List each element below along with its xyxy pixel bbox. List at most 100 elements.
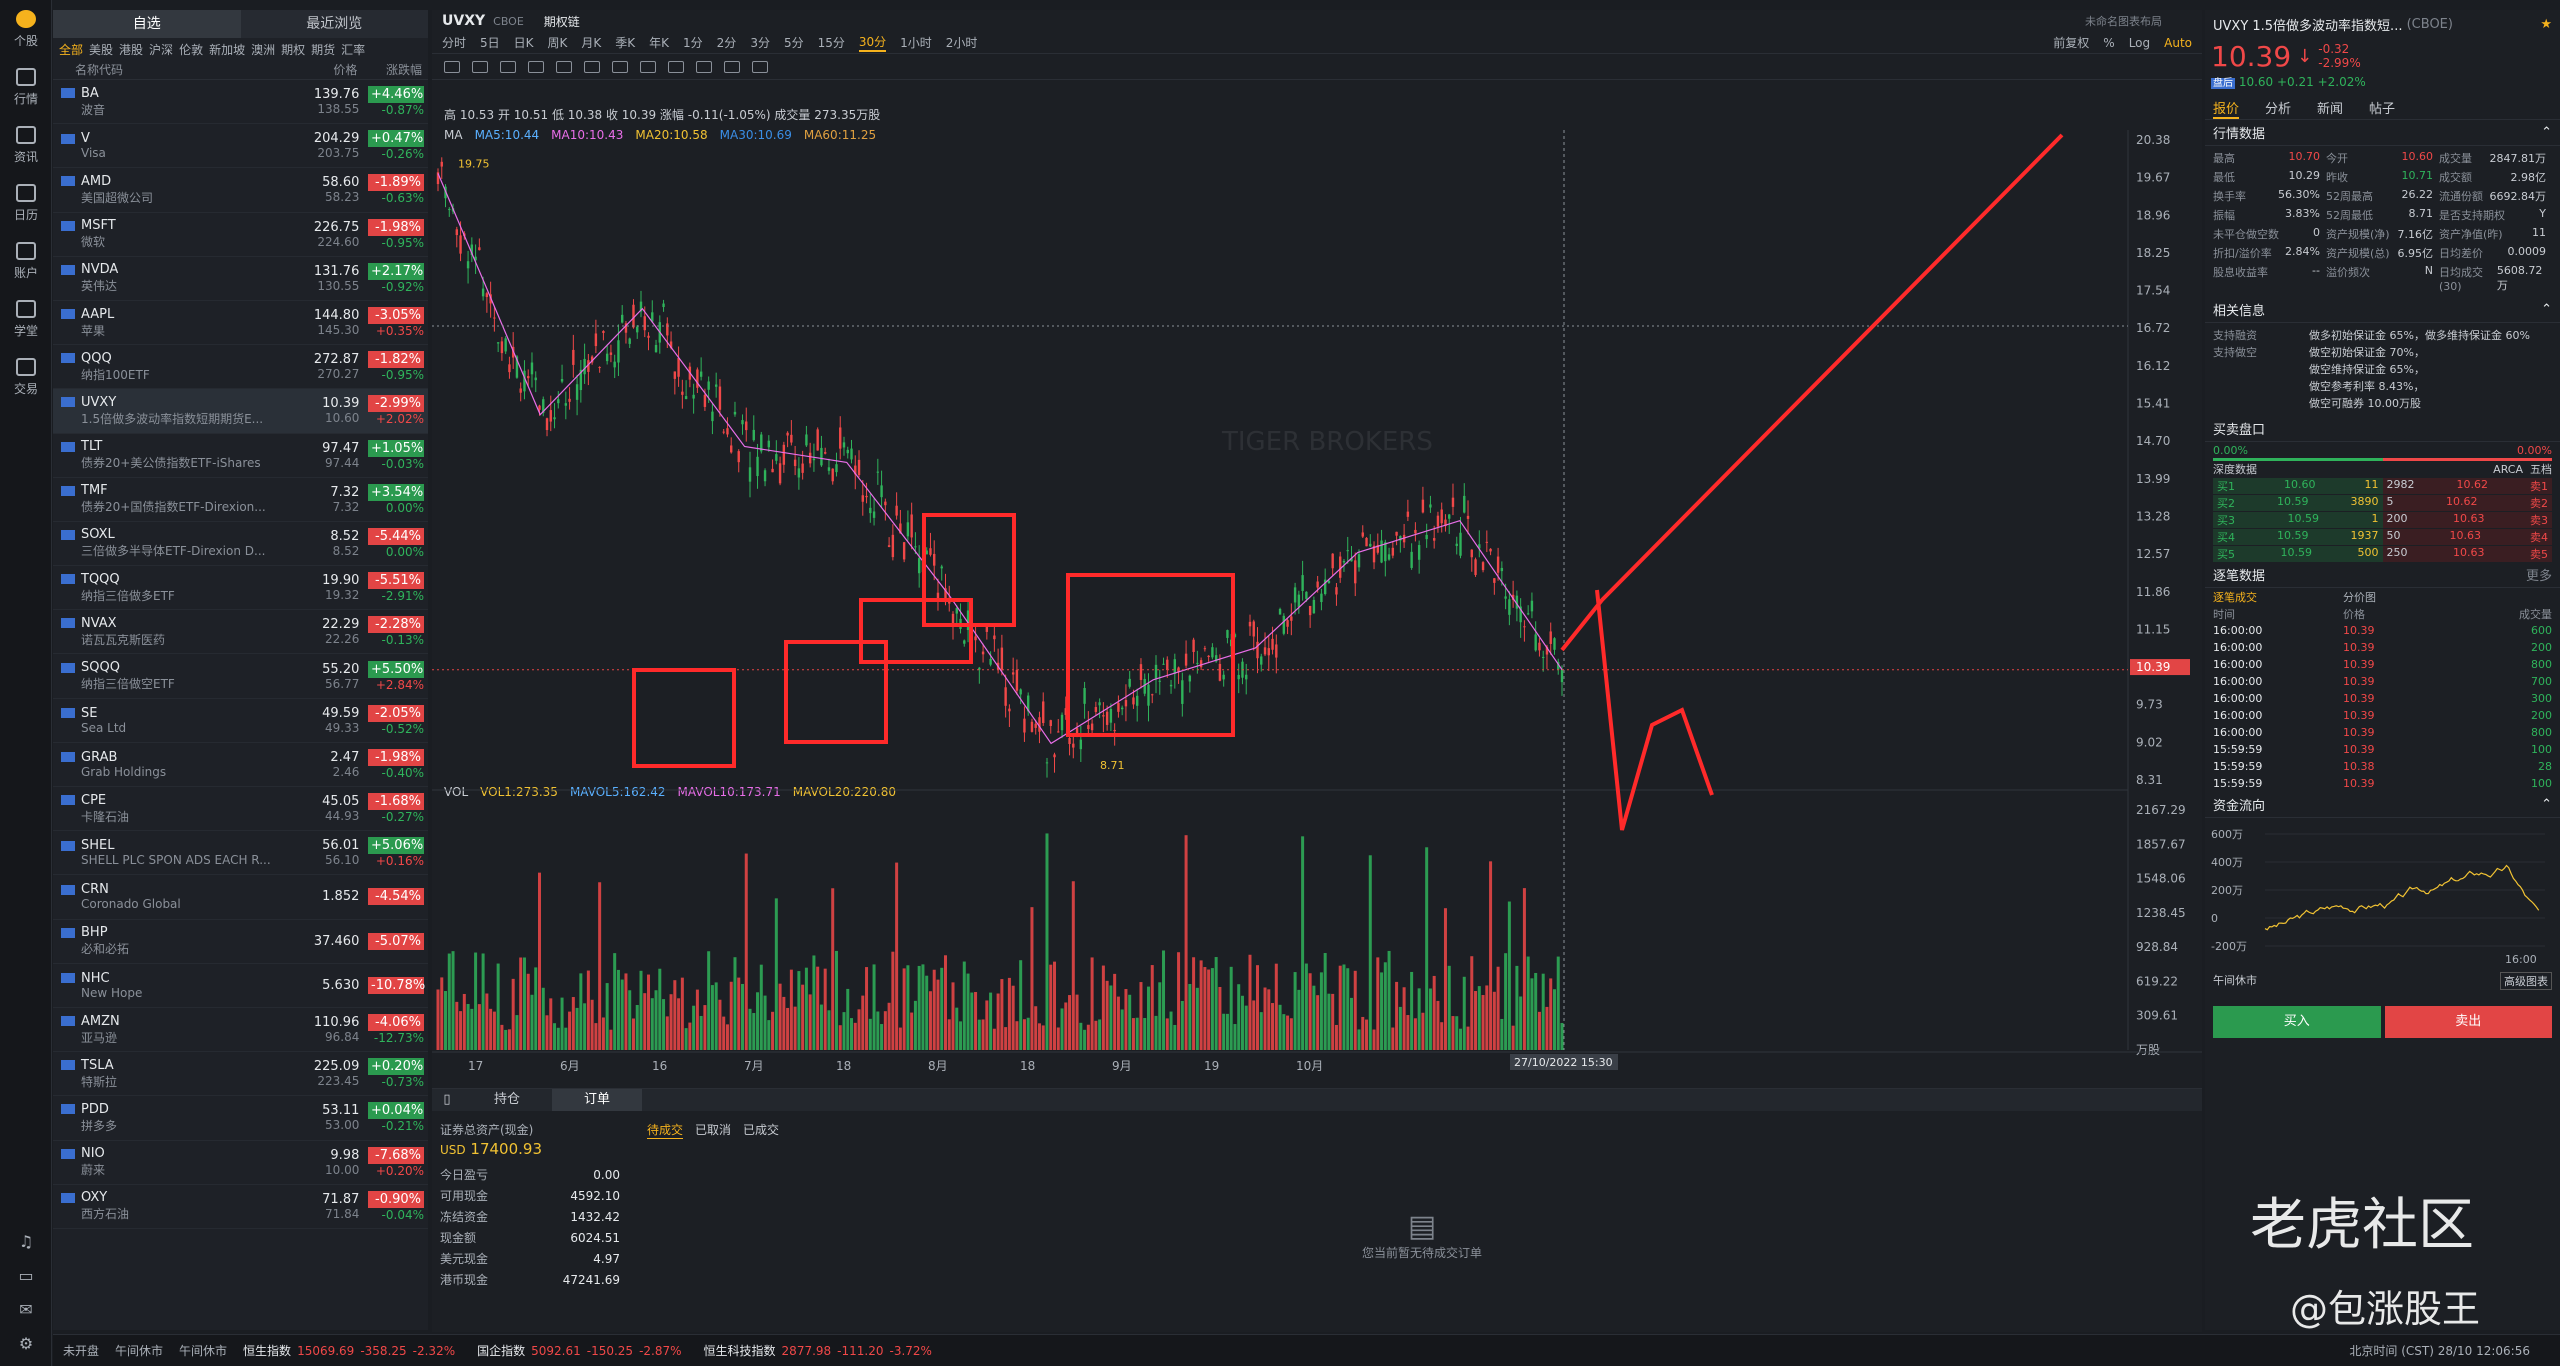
brush-tool-icon[interactable] xyxy=(640,60,656,73)
timeframe-7[interactable]: 1分 xyxy=(683,36,703,50)
nav-item-market[interactable]: 行情 xyxy=(0,58,52,116)
cursor-tool-icon[interactable] xyxy=(556,60,572,73)
watchlist-row[interactable]: SE Sea Ltd 49.59 49.33 -2.05% -0.52% xyxy=(53,699,428,743)
index-ticker[interactable]: 恒生指数 15069.69 -358.25 -2.32% xyxy=(243,1344,456,1358)
timeframe-8[interactable]: 2分 xyxy=(716,36,737,50)
watchlist-row[interactable]: MSFT 微软 226.75 224.60 -1.98% -0.95% xyxy=(53,213,428,257)
nav-item-account[interactable]: 账户 xyxy=(0,232,52,290)
filter-1[interactable]: 美股 xyxy=(89,42,114,57)
watchlist-row[interactable]: UVXY 1.5倍做多波动率指数短期期货E... 10.39 10.60 -2.99… xyxy=(53,389,428,434)
venue-select[interactable]: ARCA xyxy=(2493,463,2523,476)
message-icon[interactable]: ✉ xyxy=(19,1299,33,1319)
buy-button[interactable]: 买入 xyxy=(2213,1006,2381,1038)
watchlist-row[interactable]: BA 波音 139.76 138.55 +4.46% -0.87% xyxy=(53,80,428,125)
filter-2[interactable]: 港股 xyxy=(119,42,144,57)
collapse-icon[interactable]: ⌃ xyxy=(2541,302,2552,317)
panel-toggle[interactable]: ▯ xyxy=(443,1092,451,1107)
timeframe-14[interactable]: 2小时 xyxy=(945,36,978,50)
watchlist-row[interactable]: OXY 西方石油 71.87 71.84 -0.90% -0.04% xyxy=(53,1185,428,1229)
col-change[interactable]: 涨跌幅 xyxy=(385,63,422,77)
watchlist-row[interactable]: SOXL 三倍做多半导体ETF-Direxion D... 8.52 8.52 -5… xyxy=(53,522,428,567)
line-tool-icon[interactable] xyxy=(444,60,460,73)
watchlist-row[interactable]: SHEL SHELL PLC SPON ADS EACH R... 56.01 56… xyxy=(53,831,428,876)
watchlist-row[interactable]: AMZN 亚马逊 110.96 96.84 -4.06% -12.73% xyxy=(53,1008,428,1053)
filter-0[interactable]: 全部 xyxy=(59,42,84,57)
tab-pending[interactable]: 待成交 xyxy=(647,1123,684,1139)
rect-tool-icon[interactable] xyxy=(472,60,488,73)
watchlist-row[interactable]: PDD 拼多多 53.11 53.00 +0.04% -0.21% xyxy=(53,1096,428,1141)
chat-icon[interactable]: ▭ xyxy=(18,1265,34,1285)
chart-ctrl-1[interactable]: % xyxy=(2103,35,2115,50)
collapse-icon[interactable]: ⌃ xyxy=(2541,125,2552,140)
watchlist-row[interactable]: GRAB Grab Holdings 2.47 2.46 -1.98% -0.40% xyxy=(53,743,428,787)
col-price[interactable]: 价格 xyxy=(333,63,358,77)
watchlist-row[interactable]: TQQQ 纳指三倍做多ETF 19.90 19.32 -5.51% -2.91% xyxy=(53,566,428,611)
watchlist-row[interactable]: NVDA 英伟达 131.76 130.55 +2.17% -0.92% xyxy=(53,257,428,301)
magnet-icon[interactable] xyxy=(724,60,740,73)
pattern-tool-icon[interactable] xyxy=(500,60,516,73)
level-select[interactable]: 五档 xyxy=(2530,463,2552,476)
filter-6[interactable]: 澳洲 xyxy=(251,42,276,57)
timeframe-4[interactable]: 月K xyxy=(581,36,602,50)
trash-icon[interactable] xyxy=(752,60,768,73)
filter-7[interactable]: 期权 xyxy=(281,42,306,57)
advanced-chart-button[interactable]: 高级图表 xyxy=(2500,972,2552,990)
section-ticks[interactable]: 逐笔数据 更多 xyxy=(2205,562,2560,588)
watchlist-row[interactable]: CPE 卡隆石油 45.05 44.93 -1.68% -0.27% xyxy=(53,787,428,832)
watchlist-row[interactable]: CRN Coronado Global 1.852 -4.54% xyxy=(53,875,428,920)
fib-tool-icon[interactable] xyxy=(528,60,544,73)
section-orderbook[interactable]: 买卖盘口 xyxy=(2205,416,2560,442)
nav-item-news[interactable]: 资讯 xyxy=(0,116,52,174)
measure-tool-icon[interactable] xyxy=(612,60,628,73)
tab-filled[interactable]: 已成交 xyxy=(743,1123,780,1137)
watchlist-row[interactable]: QQQ 纳指100ETF 272.87 270.27 -1.82% -0.95% xyxy=(53,345,428,390)
col-name[interactable]: 名称代码 xyxy=(75,63,124,77)
index-ticker[interactable]: 国企指数 5092.61 -150.25 -2.87% xyxy=(477,1344,682,1358)
watchlist-row[interactable]: V Visa 204.29 203.75 +0.47% -0.26% xyxy=(53,124,428,169)
acct-label[interactable]: 证券总资产(现金) xyxy=(440,1123,534,1137)
nav-item-school[interactable]: 学堂 xyxy=(0,290,52,348)
chart-ctrl-0[interactable]: 前复权 xyxy=(2053,36,2090,50)
tab-watchlist[interactable]: 自选 xyxy=(53,10,241,38)
chart-ctrl-2[interactable]: Log xyxy=(2128,35,2151,50)
nav-item-stock[interactable]: 个股 xyxy=(0,0,52,58)
tab-ticks[interactable]: 逐笔成交 xyxy=(2213,590,2257,604)
timeframe-11[interactable]: 15分 xyxy=(817,36,845,50)
filter-5[interactable]: 新加坡 xyxy=(209,42,246,57)
timeframe-0[interactable]: 分时 xyxy=(442,36,467,50)
more-link[interactable]: 更多 xyxy=(2525,569,2552,584)
nav-item-calendar[interactable]: 日历 xyxy=(0,174,52,232)
tab-news[interactable]: 新闻 xyxy=(2317,102,2344,117)
watchlist-row[interactable]: TMF 债券20+国债指数ETF-Direxion... 7.32 7.32 +3.… xyxy=(53,478,428,522)
timeframe-13[interactable]: 1小时 xyxy=(900,36,932,50)
watchlist-row[interactable]: TLT 债券20+美公债指数ETF-iShares 97.47 97.44 +1.0… xyxy=(53,434,428,478)
timeframe-1[interactable]: 5日 xyxy=(480,36,500,50)
watchlist-row[interactable]: NHC New Hope 5.630 -10.78% xyxy=(53,964,428,1008)
nav-item-trade[interactable]: 交易 xyxy=(0,348,52,406)
filter-4[interactable]: 伦敦 xyxy=(179,42,204,57)
text-tool-icon[interactable] xyxy=(584,60,600,73)
watchlist-row[interactable]: NVAX 诺瓦瓦克斯医药 22.29 22.26 -2.28% -0.13% xyxy=(53,610,428,655)
tab-recent[interactable]: 最近浏览 xyxy=(306,16,363,32)
watchlist-row[interactable]: TSLA 特斯拉 225.09 223.45 +0.20% -0.73% xyxy=(53,1052,428,1097)
section-capital-flow[interactable]: 资金流向 ⌃ xyxy=(2205,792,2560,818)
eye-icon[interactable] xyxy=(696,60,712,73)
tab-orders[interactable]: 订单 xyxy=(552,1089,642,1111)
timeframe-12[interactable]: 30分 xyxy=(858,33,887,52)
timeframe-3[interactable]: 周K xyxy=(547,36,568,50)
price-chart[interactable]: 20.38 19.67 18.96 18.25 17.54 16.72 16.12 15.41… xyxy=(432,10,2202,1088)
watchlist-row[interactable]: AMD 美国超微公司 58.60 58.23 -1.89% -0.63% xyxy=(53,168,428,213)
tab-analysis[interactable]: 分析 xyxy=(2265,102,2292,117)
chart-ctrl-3[interactable]: Auto xyxy=(2164,35,2192,50)
sell-button[interactable]: 卖出 xyxy=(2384,1006,2552,1038)
tab-posts[interactable]: 帖子 xyxy=(2369,102,2396,117)
headset-icon[interactable]: ♫ xyxy=(18,1231,34,1251)
section-market-data[interactable]: 行情数据 ⌃ xyxy=(2205,120,2560,146)
filter-8[interactable]: 期货 xyxy=(311,42,336,57)
filter-3[interactable]: 沪深 xyxy=(149,42,174,57)
timeframe-6[interactable]: 年K xyxy=(649,36,670,50)
timeframe-9[interactable]: 3分 xyxy=(750,36,770,50)
watchlist-row[interactable]: NIO 蔚来 9.98 10.00 -7.68% +0.20% xyxy=(53,1141,428,1185)
watchlist-row[interactable]: AAPL 苹果 144.80 145.30 -3.05% +0.35% xyxy=(53,301,428,346)
watchlist-row[interactable]: BHP 必和必拓 37.460 -5.07% xyxy=(53,920,428,964)
